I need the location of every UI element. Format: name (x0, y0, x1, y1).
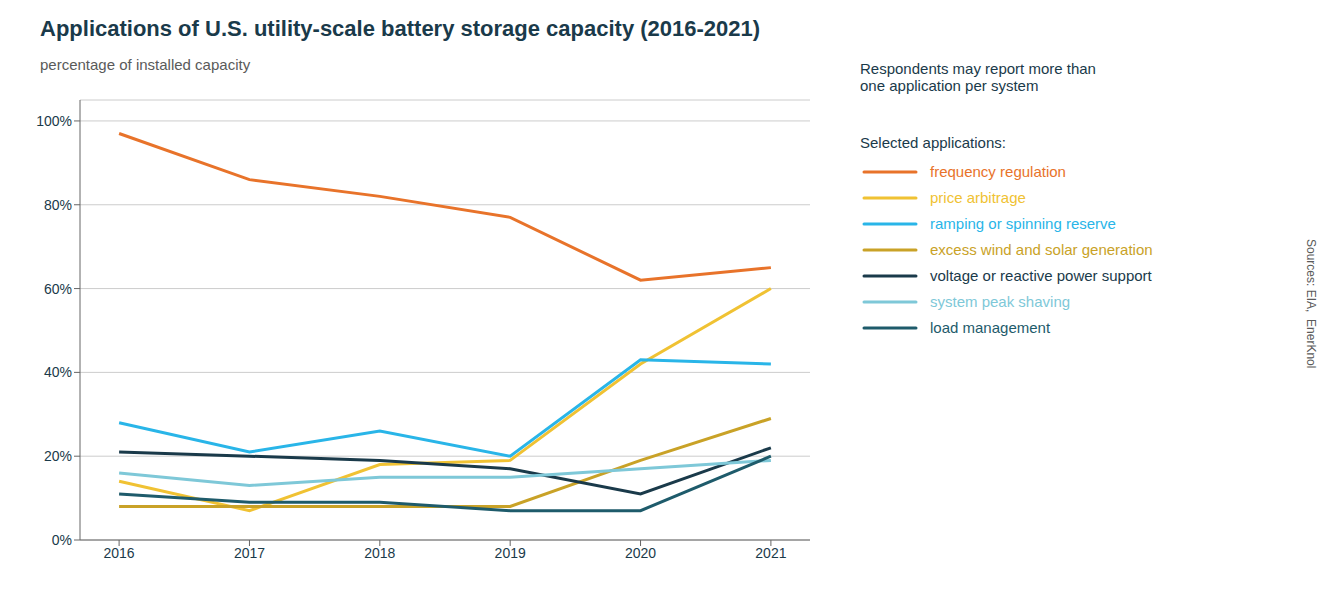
html-text:percentage of installed capaci: percentage of installed capacity (40, 56, 251, 73)
html-text:frequency regulation: frequency regulation (930, 163, 1066, 180)
svg-text:100%: 100% (36, 113, 72, 129)
html-text:Applications of U.S. utility-s: Applications of U.S. utility-scale batte… (40, 16, 761, 41)
html-text:Sources: EIA, EnerKnol: Sources: EIA, EnerKnol (1304, 238, 1318, 369)
svg-text:20%: 20% (44, 448, 72, 464)
html-text:Respondents may report more th: Respondents may report more than one app… (860, 60, 1096, 94)
html-text:price arbitrage: price arbitrage (930, 189, 1026, 206)
svg-text:2021: 2021 (755, 545, 786, 561)
svg-text:40%: 40% (44, 364, 72, 380)
svg-text:2020: 2020 (625, 545, 656, 561)
svg-text:0%: 0% (52, 532, 72, 548)
svg-text:2019: 2019 (495, 545, 526, 561)
html-text:excess wind and solar generati: excess wind and solar generation (930, 241, 1153, 258)
svg-text:2016: 2016 (104, 545, 135, 561)
html-text:load management: load management (930, 319, 1051, 336)
svg-text:60%: 60% (44, 281, 72, 297)
html-text:system peak shaving: system peak shaving (930, 293, 1071, 310)
svg-text:80%: 80% (44, 197, 72, 213)
html-text:ramping or spinning reserve: ramping or spinning reserve (930, 215, 1116, 232)
html-text:voltage or reactive power supp: voltage or reactive power support (930, 267, 1152, 284)
svg-text:2018: 2018 (364, 545, 395, 561)
html-text:Selected applications:: Selected applications: (860, 134, 1006, 151)
svg-text:2017: 2017 (234, 545, 265, 561)
